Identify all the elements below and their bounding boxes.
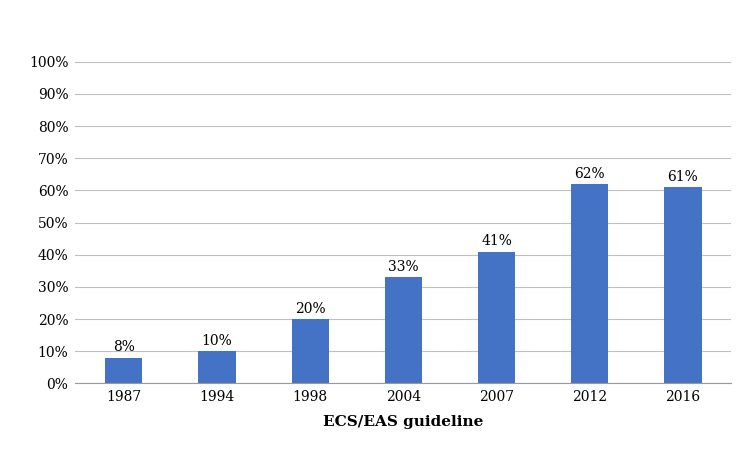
Bar: [571, 184, 608, 383]
Bar: [198, 351, 236, 383]
Text: 10%: 10%: [201, 334, 232, 348]
Bar: [106, 358, 143, 383]
Text: 20%: 20%: [295, 302, 326, 316]
Bar: [664, 187, 701, 383]
Text: 33%: 33%: [388, 260, 418, 274]
Bar: [385, 277, 422, 383]
Bar: [478, 252, 515, 383]
X-axis label: ECS/EAS guideline: ECS/EAS guideline: [323, 415, 483, 429]
Text: 41%: 41%: [481, 234, 512, 249]
Text: 61%: 61%: [667, 170, 698, 184]
Text: 62%: 62%: [575, 167, 605, 181]
Text: 8%: 8%: [113, 341, 135, 354]
Bar: [292, 319, 329, 383]
